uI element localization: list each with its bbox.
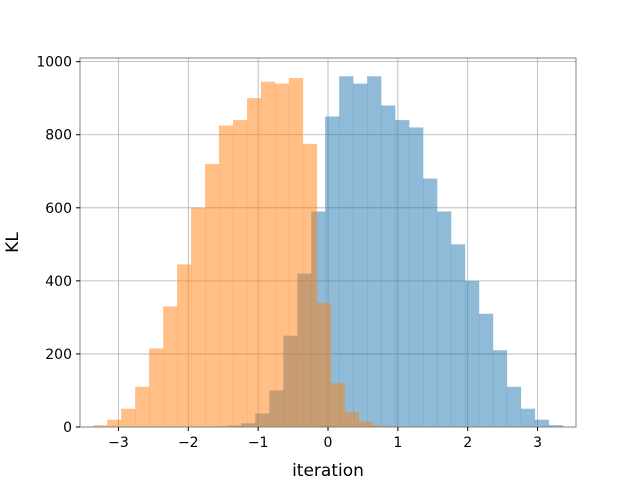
histogram-bar: [163, 306, 178, 427]
histogram-bar: [274, 83, 290, 428]
histogram-bars: [93, 76, 564, 428]
histogram-bar: [381, 105, 396, 427]
histogram-bar: [177, 264, 192, 427]
x-tick-label: −2: [178, 435, 199, 451]
histogram-bar: [478, 313, 494, 427]
histogram-bar: [520, 408, 536, 427]
y-tick-label: 200: [45, 347, 72, 363]
x-tick-label: −1: [248, 435, 269, 451]
histogram-bar: [358, 421, 374, 427]
histogram-bar: [492, 350, 508, 427]
histogram-bar: [372, 425, 387, 427]
x-axis-label: iteration: [292, 461, 364, 480]
histogram-bar: [135, 386, 150, 427]
x-tick-label: 3: [533, 435, 542, 451]
histogram-bar: [288, 78, 304, 428]
histogram-bar: [450, 244, 466, 427]
histogram-bar: [548, 425, 564, 427]
histogram-bar: [330, 383, 346, 427]
y-tick-label: 0: [63, 420, 72, 436]
histogram-bar: [205, 163, 220, 427]
histogram-bar: [191, 207, 206, 427]
histogram-bar: [367, 76, 382, 427]
y-axis-ticks: 0 200 400 600 800 1000: [36, 55, 80, 436]
x-tick-label: 0: [324, 435, 333, 451]
histogram-bar: [260, 81, 276, 427]
y-tick-label: 600: [45, 201, 72, 217]
histogram-bar: [93, 425, 108, 427]
histogram-bar: [344, 412, 360, 427]
histogram-bar: [232, 120, 248, 427]
histogram-bar: [409, 127, 424, 428]
histogram-bar: [395, 120, 410, 427]
histogram-bar: [534, 419, 550, 427]
histogram-bar: [246, 98, 262, 428]
histogram-bar: [149, 348, 164, 427]
histogram-bar: [506, 386, 522, 427]
histogram-bar: [423, 178, 438, 427]
x-tick-label: −3: [108, 435, 129, 451]
y-tick-label: 1000: [36, 55, 72, 71]
histogram-bar: [219, 125, 234, 427]
histogram-bar: [302, 143, 318, 427]
x-tick-label: 2: [463, 435, 472, 451]
x-tick-label: 1: [393, 435, 402, 451]
y-tick-label: 800: [45, 128, 72, 144]
histogram-bar: [107, 419, 122, 427]
histogram-bar: [436, 211, 452, 427]
histogram-bar: [339, 76, 354, 427]
x-axis-ticks: −3 −2 −1 0 1 2 3: [108, 427, 542, 451]
histogram-bar: [316, 302, 332, 427]
histogram-bar: [121, 408, 136, 427]
histogram-bar: [353, 83, 368, 428]
y-axis-label: KL: [3, 232, 23, 253]
histogram-bar: [464, 280, 480, 427]
y-tick-label: 400: [45, 274, 72, 290]
